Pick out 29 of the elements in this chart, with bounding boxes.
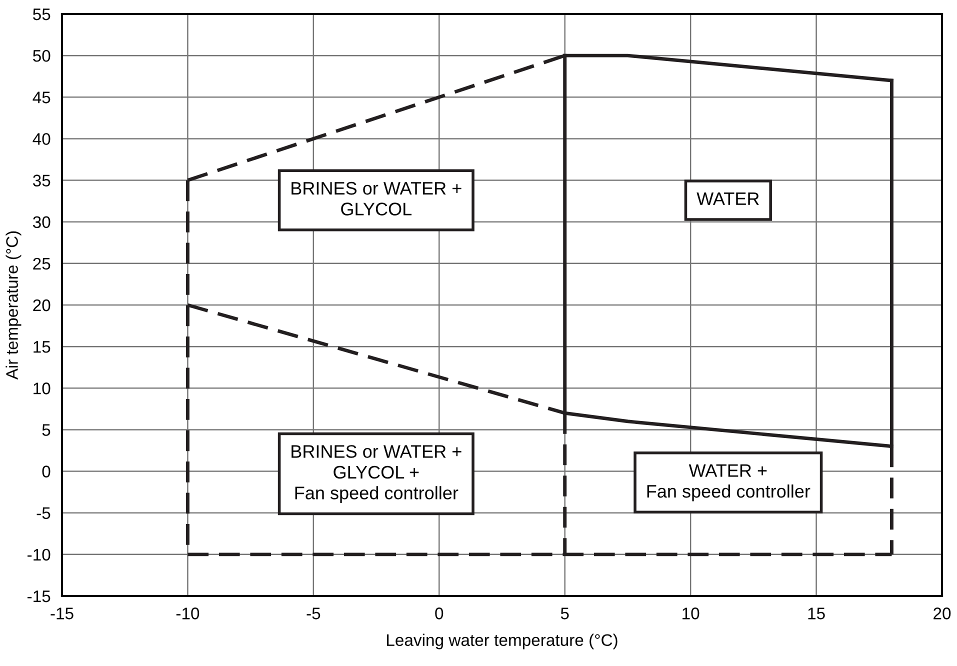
x-tick-label: 20	[934, 608, 951, 620]
annotation: WATER + Fan speed controller	[647, 464, 810, 502]
y-axis-title: Air temperature (°C)	[6, 231, 22, 380]
y-tick-label: 30	[32, 216, 50, 228]
y-tick-label: 15	[34, 341, 50, 353]
y-tick-label: 20	[33, 299, 50, 312]
y-tick-label: 35	[32, 174, 50, 186]
y-tick-label: 0	[42, 466, 50, 478]
y-tick-label: -10	[28, 548, 50, 561]
y-tick-label: 25	[33, 258, 50, 270]
x-tick-label: 10	[682, 608, 700, 620]
y-tick-label: 45	[32, 92, 50, 104]
y-tick-label: 5	[42, 424, 50, 436]
x-tick-label: -15	[50, 608, 74, 620]
x-tick-label: -5	[306, 608, 320, 620]
y-tick-label: 50	[33, 50, 50, 62]
y-tick-label: -5	[36, 507, 50, 520]
annotation: WATER	[696, 192, 759, 205]
annotation: BRINES or WATER + GLYCOL	[292, 182, 462, 216]
y-tick-label: 55	[33, 8, 50, 20]
annotation: BRINES or WATER + GLYCOL + Fan speed controller	[292, 445, 462, 503]
y-tick-label: 40	[32, 133, 50, 145]
x-axis-title: Leaving water temperature (°C)	[387, 634, 618, 650]
y-tick-label: -15	[28, 590, 50, 602]
x-tick-label: 15	[808, 608, 825, 620]
x-tick-label: 5	[560, 608, 569, 620]
x-tick-label: -10	[176, 608, 200, 620]
x-tick-label: 0	[435, 608, 444, 620]
y-tick-label: 10	[34, 382, 50, 394]
